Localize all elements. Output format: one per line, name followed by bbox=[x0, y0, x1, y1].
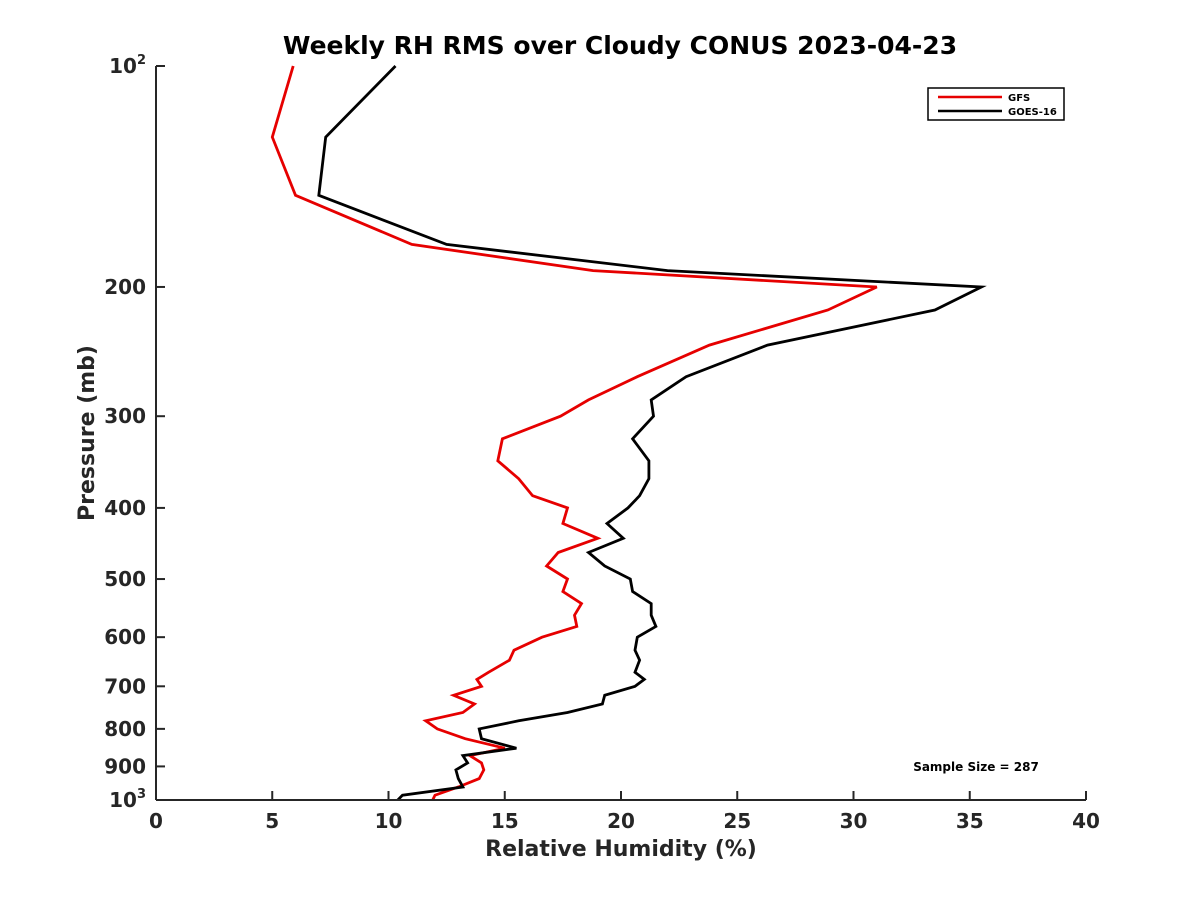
legend-label-gfs: GFS bbox=[1008, 93, 1030, 104]
x-tick-label: 20 bbox=[607, 809, 635, 833]
y-tick-label: 700 bbox=[104, 674, 146, 698]
x-tick-label: 25 bbox=[723, 809, 751, 833]
y-tick-label: 103 bbox=[109, 787, 146, 812]
x-tick-label: 35 bbox=[956, 809, 984, 833]
y-tick-label: 200 bbox=[104, 275, 146, 299]
x-tick-label: 40 bbox=[1072, 809, 1100, 833]
x-ticks: 0 5 10 15 20 25 30 35 40 bbox=[149, 791, 1100, 833]
y-ticks: 102 200 300 400 500 600 700 800 900 103 bbox=[104, 53, 165, 812]
y-tick-label: 900 bbox=[104, 754, 146, 778]
legend: GFS GOES-16 bbox=[927, 87, 1065, 121]
x-tick-label: 10 bbox=[375, 809, 403, 833]
x-tick-label: 0 bbox=[149, 809, 163, 833]
y-axis-label: Pressure (mb) bbox=[75, 345, 100, 521]
y-tick-label: 400 bbox=[104, 496, 146, 520]
sample-size-annotation: Sample Size = 287 bbox=[913, 760, 1039, 774]
chart-title: Weekly RH RMS over Cloudy CONUS 2023-04-… bbox=[283, 31, 957, 60]
y-tick-label: 600 bbox=[104, 625, 146, 649]
x-tick-label: 5 bbox=[265, 809, 279, 833]
series-line-goes-16 bbox=[317, 65, 987, 801]
y-tick-label: 800 bbox=[104, 717, 146, 741]
legend-label-goes-16: GOES-16 bbox=[1008, 107, 1057, 118]
x-tick-label: 15 bbox=[491, 809, 519, 833]
series-layer bbox=[270, 65, 987, 801]
y-tick-label: 500 bbox=[104, 567, 146, 591]
x-tick-label: 30 bbox=[840, 809, 868, 833]
legend-box bbox=[927, 87, 1065, 121]
series-line-gfs bbox=[270, 65, 878, 801]
y-tick-label: 300 bbox=[104, 404, 146, 428]
y-tick-label: 102 bbox=[109, 53, 146, 78]
x-axis-label: Relative Humidity (%) bbox=[485, 837, 757, 862]
